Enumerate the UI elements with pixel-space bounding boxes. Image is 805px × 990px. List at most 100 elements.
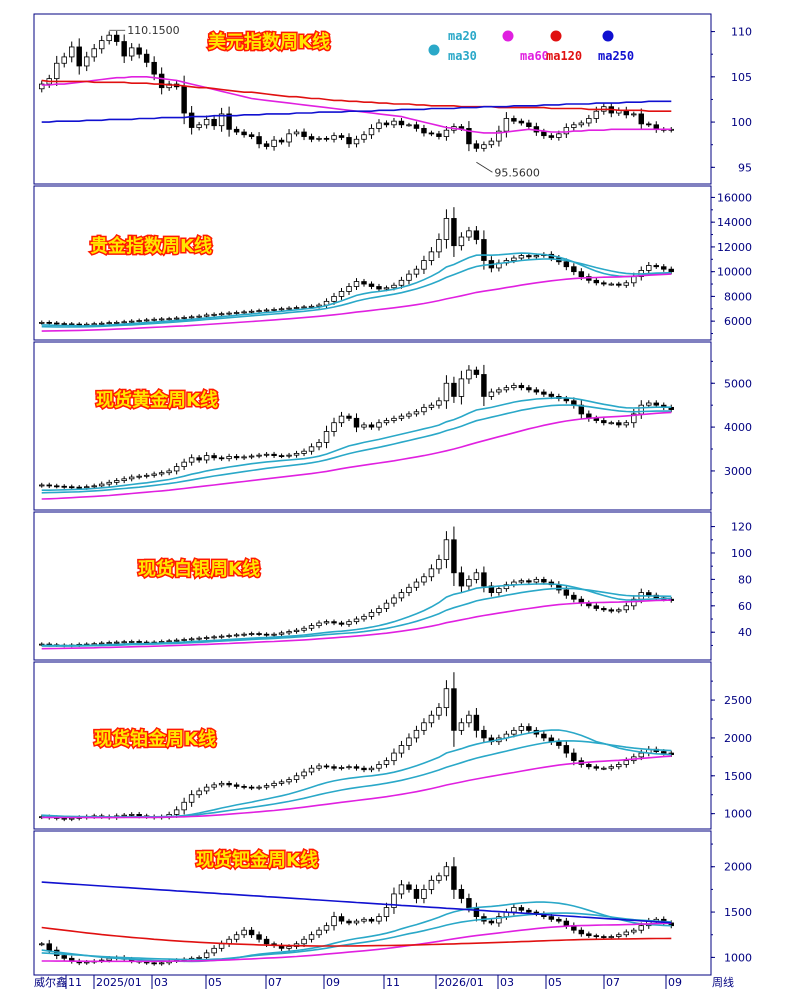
candle-body (376, 286, 382, 290)
candle-body (121, 641, 127, 644)
candle-body (241, 633, 247, 636)
candle-body (151, 473, 157, 476)
candle-body (541, 391, 547, 395)
candle-body (511, 118, 517, 122)
candle-body (331, 621, 337, 624)
candle-body (173, 639, 180, 642)
candles (39, 526, 674, 648)
annotation-low: 95.5600 (494, 166, 540, 179)
candle-body (533, 255, 540, 258)
legend-dot-ma250 (602, 30, 614, 42)
candle-body (54, 322, 60, 325)
candle-body (241, 311, 247, 314)
candle-body (563, 920, 570, 927)
candle-body (218, 313, 225, 316)
candle-body (136, 475, 142, 478)
candle-body (616, 764, 622, 768)
candle-body (481, 239, 487, 261)
candle-body (331, 296, 337, 302)
x-tick-label: 03 (500, 976, 514, 989)
candle-body (346, 137, 352, 145)
candle-body (616, 609, 622, 612)
candle-body (54, 62, 60, 80)
panel-title: 现货铂金周K线 (94, 728, 216, 750)
candle-body (69, 46, 75, 58)
candle-body (563, 745, 570, 754)
legend-label-ma250: ma250 (598, 49, 634, 63)
candle-body (166, 640, 172, 643)
candle-body (301, 131, 307, 137)
candle-body (578, 122, 585, 126)
candle-body (136, 641, 142, 643)
candle-body (248, 929, 255, 936)
candle-body (158, 472, 165, 475)
candle-body (421, 406, 427, 413)
candle-body (293, 131, 300, 135)
x-tick-label: 07 (606, 976, 620, 989)
candle-body (466, 369, 472, 380)
candle-body (458, 236, 465, 247)
y-tick-label: 1000 (724, 808, 752, 821)
candle-body (631, 413, 637, 424)
candle-body (136, 320, 142, 322)
candle-body (526, 255, 532, 258)
candle-body (526, 387, 532, 391)
candle-body (616, 422, 622, 426)
candle-body (368, 612, 375, 617)
candle-body (46, 321, 52, 324)
candle-body (338, 135, 345, 138)
series-line-ma60 (41, 273, 672, 332)
candle-body (391, 417, 397, 421)
candle-body (631, 598, 637, 607)
y-tick-label: 6000 (724, 315, 752, 328)
candle-body (338, 916, 345, 922)
panel-4: 40 60 80 100 120 现货白银周K线 (33, 511, 752, 661)
candle-body (406, 884, 412, 890)
candle-body (586, 764, 592, 768)
candle-body (653, 402, 659, 406)
candle-body (211, 313, 217, 316)
candle-body (398, 279, 405, 286)
y-tick-label: 100 (731, 116, 752, 129)
candle-body (466, 898, 472, 908)
series-line-ma20 (41, 252, 672, 327)
candle-body (428, 404, 435, 408)
candle-body (443, 218, 450, 240)
candle-body (121, 321, 127, 324)
candle-body (323, 925, 330, 931)
candle-body (533, 578, 540, 583)
candle-body (293, 307, 300, 309)
candle-body (391, 893, 397, 908)
candle-body (571, 266, 577, 273)
candle-body (646, 123, 652, 126)
candle-body (173, 466, 180, 472)
candle-body (278, 308, 285, 311)
candle-body (511, 385, 517, 389)
candle-body (353, 281, 360, 287)
candle-body (608, 766, 615, 769)
candle-body (398, 415, 405, 419)
candle-body (496, 916, 502, 924)
series-line-ma60 (41, 599, 672, 650)
candle-body (346, 766, 352, 769)
candle-body (361, 281, 367, 285)
candle-body (286, 779, 292, 783)
candle-body (308, 625, 315, 629)
candle-body (383, 760, 390, 765)
y-tick-label: 2500 (724, 694, 752, 707)
candle-body (218, 113, 225, 127)
x-tick-label: 05 (208, 976, 222, 989)
candle-body (638, 752, 644, 758)
candle-body (113, 321, 120, 324)
candle-body (361, 918, 367, 922)
candle-body (518, 255, 525, 259)
candle-body (518, 120, 525, 124)
candle-body (196, 457, 202, 461)
candle-body (601, 767, 607, 770)
candle-body (338, 291, 345, 297)
candle-body (248, 633, 255, 635)
candle-body (173, 317, 180, 320)
candle-body (473, 143, 480, 149)
candle-body (436, 239, 442, 253)
candle-body (61, 485, 67, 488)
